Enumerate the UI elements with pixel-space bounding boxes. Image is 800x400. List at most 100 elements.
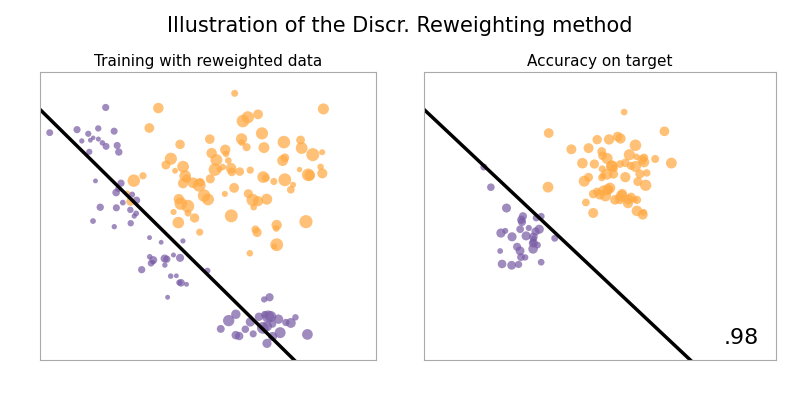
Point — [154, 239, 167, 246]
Point — [630, 154, 643, 160]
Point — [87, 135, 100, 141]
Point — [261, 340, 274, 346]
Point — [226, 169, 238, 175]
Point — [110, 142, 123, 149]
Point — [266, 321, 279, 327]
Point — [234, 168, 246, 175]
Point — [595, 174, 608, 181]
Point — [130, 197, 143, 204]
Point — [219, 151, 232, 157]
Point — [608, 165, 621, 172]
Point — [255, 130, 268, 136]
Point — [194, 229, 206, 235]
Point — [606, 163, 618, 169]
Point — [278, 139, 290, 145]
Point — [548, 235, 561, 242]
Point — [239, 326, 252, 332]
Point — [180, 281, 193, 288]
Point — [164, 273, 177, 279]
Point — [174, 255, 186, 261]
Point — [167, 252, 180, 258]
Point — [306, 152, 319, 158]
Point — [252, 198, 265, 204]
Point — [590, 136, 603, 143]
Point — [285, 320, 298, 326]
Point — [178, 173, 191, 179]
Point — [253, 314, 266, 320]
Point — [267, 178, 280, 185]
Point — [173, 196, 186, 202]
Point — [534, 259, 547, 266]
Point — [75, 138, 88, 144]
Point — [158, 255, 171, 262]
Point — [243, 250, 256, 256]
Point — [257, 174, 270, 180]
Point — [270, 222, 283, 228]
Point — [500, 205, 513, 211]
Point — [514, 226, 526, 232]
Point — [515, 216, 528, 223]
Point — [158, 262, 171, 268]
Point — [317, 106, 330, 112]
Point — [565, 146, 578, 152]
Point — [542, 184, 554, 190]
Point — [494, 230, 507, 236]
Point — [230, 311, 242, 318]
Point — [222, 318, 235, 324]
Point — [257, 325, 270, 331]
Point — [219, 146, 232, 153]
Point — [206, 150, 218, 156]
Point — [169, 168, 182, 174]
Point — [611, 133, 624, 140]
Point — [527, 240, 540, 246]
Point — [235, 139, 248, 146]
Point — [603, 186, 616, 192]
Point — [182, 203, 194, 209]
Point — [529, 228, 542, 235]
Point — [117, 200, 130, 206]
Point — [619, 174, 632, 180]
Point — [279, 319, 292, 326]
Point — [124, 198, 137, 205]
Point — [638, 154, 650, 161]
Point — [174, 141, 186, 148]
Point — [143, 125, 156, 131]
Point — [268, 243, 281, 250]
Point — [510, 244, 523, 250]
Point — [630, 208, 643, 214]
Point — [173, 279, 186, 286]
Point — [520, 233, 533, 239]
Point — [485, 184, 498, 190]
Point — [121, 190, 134, 197]
Point — [527, 236, 540, 242]
Point — [518, 254, 531, 261]
Point — [182, 210, 194, 216]
Point — [230, 332, 242, 338]
Point — [599, 192, 612, 199]
Point — [316, 149, 329, 156]
Point — [210, 157, 222, 163]
Text: Illustration of the Discr. Reweighting method: Illustration of the Discr. Reweighting m… — [167, 16, 633, 36]
Point — [596, 166, 609, 172]
Point — [193, 182, 206, 188]
Point — [194, 179, 206, 186]
Point — [162, 294, 174, 300]
Point — [203, 136, 216, 142]
Point — [628, 196, 641, 203]
Point — [89, 178, 102, 184]
Point — [250, 229, 263, 236]
Point — [108, 224, 121, 230]
Point — [601, 171, 614, 177]
Point — [629, 163, 642, 170]
Point — [244, 319, 257, 325]
Point — [161, 256, 174, 262]
Point — [526, 246, 539, 252]
Point — [145, 260, 158, 266]
Point — [515, 219, 528, 225]
Point — [285, 186, 298, 193]
Point — [270, 242, 283, 248]
Point — [588, 161, 601, 167]
Point — [533, 226, 546, 232]
Point — [124, 220, 137, 226]
Point — [258, 311, 271, 318]
